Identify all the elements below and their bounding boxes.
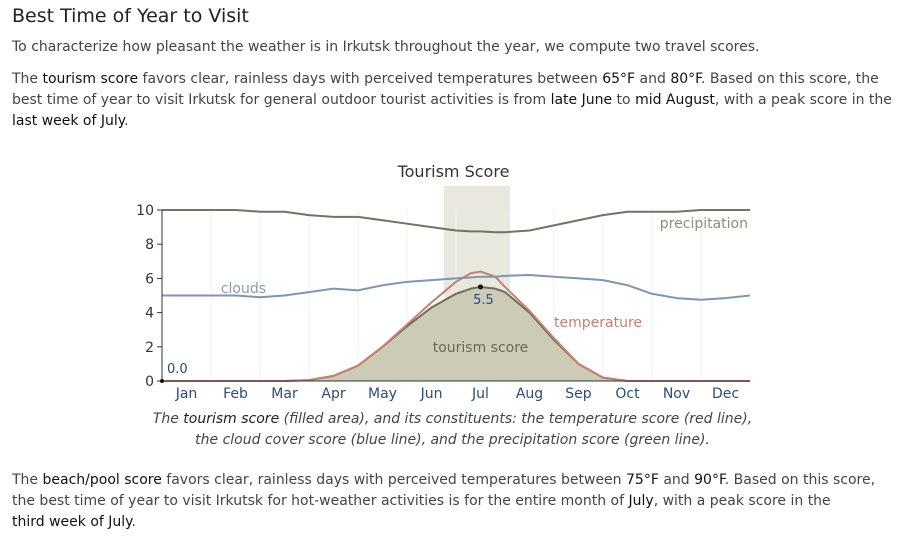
- tourism-paragraph: The tourism score favors clear, rainless…: [12, 69, 897, 132]
- peak-period: last week of July: [12, 113, 125, 129]
- start-value-label: 0.0: [167, 362, 188, 377]
- start-marker: [160, 379, 164, 383]
- precipitation-label: precipitation: [660, 216, 748, 232]
- text: . Based on this score, the best time of …: [12, 71, 879, 108]
- x-tick-label: Dec: [712, 386, 739, 402]
- y-tick-label: 4: [145, 306, 154, 322]
- tourism-chart: 0 2 4 6 8 10 Jan Feb Mar Apr May Jun Jul Aug Sep Oct Nov…: [136, 186, 751, 402]
- text: favors clear, rainless days with perceiv…: [161, 472, 626, 488]
- text: (filled area), and its constituents: the…: [195, 411, 753, 448]
- text: and: [658, 472, 695, 488]
- text: . Based on this score, the best time of …: [12, 472, 876, 509]
- y-tick-label: 10: [136, 203, 154, 219]
- text: favors clear, rainless days with perceiv…: [138, 71, 603, 87]
- x-tick-label: Apr: [321, 386, 345, 402]
- x-tick-label: Oct: [615, 386, 640, 402]
- text: , with a peak score in the: [714, 92, 892, 108]
- text: The: [152, 411, 184, 427]
- x-tick-label: Jul: [471, 386, 489, 402]
- text: to: [612, 92, 636, 108]
- temperature-label: temperature: [554, 315, 642, 331]
- x-tick-label: Sep: [565, 386, 592, 402]
- y-tick-label: 8: [145, 237, 154, 253]
- text: .: [124, 113, 129, 129]
- temp-max: 80°F: [670, 71, 701, 87]
- x-tick-label: Jan: [175, 386, 198, 402]
- period-start: late June: [550, 92, 613, 108]
- text: The: [12, 472, 43, 488]
- term-tourism-score: tourism score: [42, 71, 139, 87]
- beach-temp-max: 90°F: [694, 472, 725, 488]
- y-tick-label: 6: [145, 271, 154, 287]
- text: and: [635, 71, 671, 87]
- peak-value-label: 5.5: [473, 293, 494, 308]
- x-tick-label: Aug: [516, 386, 543, 402]
- precipitation-line: [162, 209, 750, 234]
- chart-caption: The tourism score (filled area), and its…: [140, 409, 765, 451]
- text: .: [131, 514, 136, 530]
- x-tick-label: May: [368, 386, 397, 402]
- tourism-score-label: tourism score: [433, 340, 529, 356]
- temp-min: 65°F: [602, 71, 636, 87]
- clouds-line: [162, 273, 751, 301]
- term-beach-score: beach/pool score: [42, 472, 162, 488]
- text: The: [12, 71, 43, 87]
- clouds-label: clouds: [221, 281, 266, 297]
- y-tick-label: 2: [145, 340, 154, 356]
- x-tick-label: Jun: [420, 386, 443, 402]
- x-tick-label: Feb: [223, 386, 248, 402]
- beach-temp-min: 75°F: [626, 472, 659, 488]
- beach-month: July: [628, 493, 654, 509]
- period-end: mid August: [635, 92, 715, 108]
- beach-paragraph: The beach/pool score favors clear, rainl…: [12, 470, 897, 533]
- peak-marker: [478, 284, 483, 290]
- text: , with a peak score in the: [653, 493, 831, 509]
- beach-peak-period: third week of July: [12, 514, 132, 530]
- caption-term: tourism score: [183, 411, 280, 427]
- intro-paragraph: To characterize how pleasant the weather…: [12, 39, 760, 55]
- y-tick-label: 0: [145, 374, 154, 390]
- chart-title: Tourism Score: [397, 162, 510, 181]
- x-tick-label: Mar: [271, 386, 298, 402]
- tourism-score-area: [162, 286, 750, 381]
- x-tick-label: Nov: [663, 386, 690, 402]
- page-title: Best Time of Year to Visit: [12, 5, 249, 27]
